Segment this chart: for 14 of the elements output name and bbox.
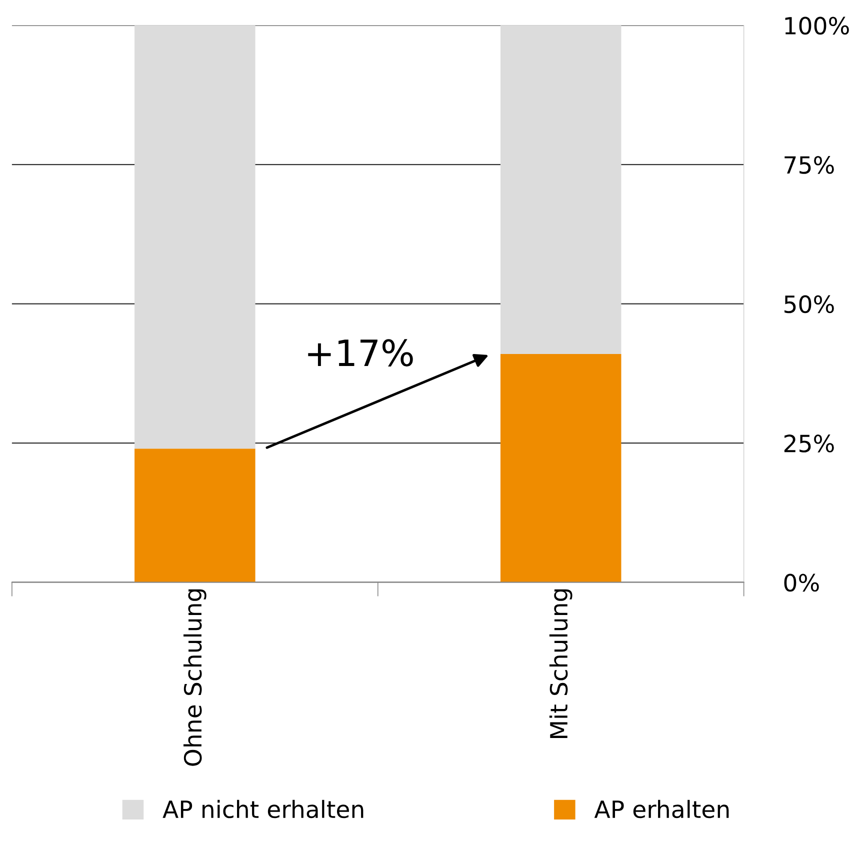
bar [500,354,622,582]
legend-label: AP erhalten [594,800,729,818]
x-tick-label: Ohne Schulung [183,589,206,766]
y-tick-label: 25% [784,434,834,452]
y-tick-label: 75% [784,156,834,174]
bar [134,448,256,582]
y-tick-label: 100% [785,16,849,35]
legend-label: AP nicht erhalten [162,800,364,818]
annotation: +17% [308,339,413,366]
bar [500,25,622,354]
x-tick-label: Mit Schulung [549,589,572,738]
y-tick-label: 0% [784,574,819,592]
y-tick-label: 50% [784,295,834,314]
bar [134,25,256,449]
